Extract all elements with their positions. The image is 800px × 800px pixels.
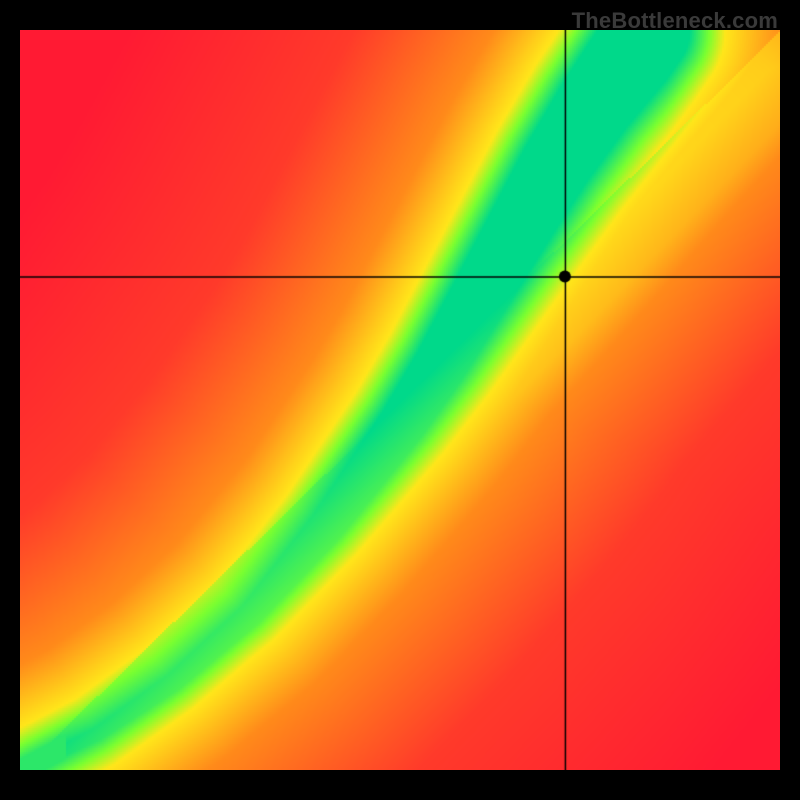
watermark-text: TheBottleneck.com [572,8,778,34]
heatmap-chart [20,30,780,770]
